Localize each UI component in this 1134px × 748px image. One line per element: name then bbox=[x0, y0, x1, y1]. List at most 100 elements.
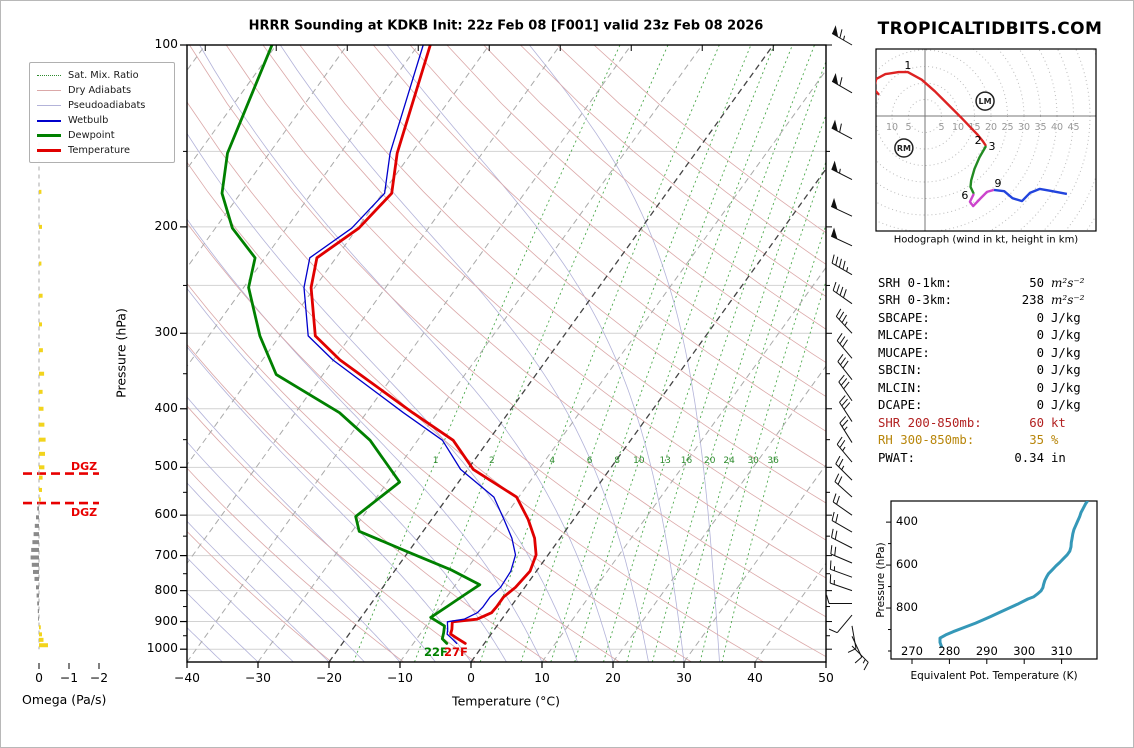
page-title: HRRR Sounding at KDKB Init: 22z Feb 08 [… bbox=[248, 18, 764, 34]
stat-value: 238 bbox=[1021, 293, 1044, 308]
theta-e-pressure-label: Pressure (hPa) bbox=[875, 542, 887, 618]
legend-item-pseudoadiabats: Pseudoadiabats bbox=[37, 98, 167, 113]
stat-label: SRH 0-1km: bbox=[878, 275, 953, 290]
svg-text:5: 5 bbox=[905, 122, 911, 133]
stat-value: 50 bbox=[1029, 275, 1044, 290]
omega-profile bbox=[30, 142, 48, 650]
stat-row-mucape-: MUCAPE: 0 J/kg bbox=[878, 344, 1108, 362]
stat-label: DCAPE: bbox=[878, 398, 923, 413]
stat-label: MLCAPE: bbox=[878, 328, 930, 343]
temp-tick-30: 30 bbox=[676, 671, 692, 685]
theta-e-xtick-270: 270 bbox=[901, 644, 923, 658]
svg-text:6: 6 bbox=[961, 189, 968, 202]
mixing-ratio-label-24: 24 bbox=[723, 456, 735, 466]
theta-e-curve bbox=[938, 501, 1090, 649]
stat-value: 0 bbox=[1036, 345, 1044, 360]
legend-item-dewpoint: Dewpoint bbox=[37, 128, 167, 143]
theta-e-ytick-600: 600 bbox=[896, 557, 918, 572]
legend-item-label: Dewpoint bbox=[68, 130, 115, 141]
stat-row-mlcin-: MLCIN: 0 J/kg bbox=[878, 379, 1108, 397]
pressure-tick-500: 500 bbox=[154, 459, 178, 474]
temp-tick--30: −30 bbox=[245, 671, 271, 685]
stat-label: RH 300-850mb: bbox=[878, 433, 975, 448]
pressure-tick-100: 100 bbox=[154, 37, 178, 51]
legend-line-sample bbox=[37, 149, 61, 152]
stat-row-srh-0-1km-: SRH 0-1km: 50 m²s⁻² bbox=[878, 274, 1108, 292]
svg-text:45: 45 bbox=[1067, 122, 1079, 133]
pressure-tick-700: 700 bbox=[154, 547, 178, 562]
svg-text:1: 1 bbox=[904, 59, 911, 72]
stat-value: 35 bbox=[1029, 433, 1044, 448]
legend-item-label: Temperature bbox=[68, 145, 131, 156]
surface-dewpoint-label: 22F bbox=[424, 645, 448, 659]
theta-e-xtick-300: 300 bbox=[1013, 644, 1036, 658]
stat-unit: J/kg bbox=[1051, 380, 1081, 395]
temp-tick-40: 40 bbox=[747, 671, 763, 685]
temp-tick-0: 0 bbox=[467, 671, 475, 685]
svg-text:5: 5 bbox=[938, 122, 944, 133]
stat-value: 0 bbox=[1036, 363, 1044, 378]
stat-label: SHR 200-850mb: bbox=[878, 415, 982, 430]
stat-unit: kt bbox=[1051, 415, 1066, 430]
legend-item-sat-mix-ratio: Sat. Mix. Ratio bbox=[37, 68, 167, 83]
pressure-tick-200: 200 bbox=[154, 218, 178, 233]
stat-unit: J/kg bbox=[1051, 328, 1081, 343]
svg-text:3: 3 bbox=[989, 140, 996, 153]
stat-unit: % bbox=[1051, 433, 1059, 448]
stat-unit: m²s⁻² bbox=[1051, 293, 1085, 308]
mixing-ratio-label-30: 30 bbox=[747, 456, 759, 466]
svg-text:15: 15 bbox=[968, 122, 980, 133]
stat-row-mlcape-: MLCAPE: 0 J/kg bbox=[878, 327, 1108, 345]
stat-row-pwat-: PWAT: 0.34 in bbox=[878, 449, 1108, 467]
profile-curves bbox=[220, 45, 538, 645]
legend-item-label: Pseudoadiabats bbox=[68, 100, 146, 111]
skewt-background bbox=[187, 45, 826, 662]
stat-value: 0 bbox=[1036, 328, 1044, 343]
surface-temp-label: 27F bbox=[444, 645, 468, 659]
svg-text:10: 10 bbox=[886, 122, 898, 133]
legend-item-label: Sat. Mix. Ratio bbox=[68, 70, 139, 81]
legend-item-label: Dry Adiabats bbox=[68, 85, 132, 96]
theta-e-ytick-400: 400 bbox=[896, 514, 918, 529]
skewt-frame bbox=[186, 44, 827, 663]
stat-label: MLCIN: bbox=[878, 380, 923, 395]
stat-unit: J/kg bbox=[1051, 363, 1081, 378]
hodograph-caption: Hodograph (wind in kt, height in km) bbox=[893, 234, 1079, 246]
hodograph-trace-9km+ bbox=[993, 187, 1068, 203]
mixing-ratio-label-1: 1 bbox=[432, 456, 439, 466]
svg-text:9: 9 bbox=[994, 177, 1001, 190]
temp-tick--10: −10 bbox=[387, 671, 413, 685]
hodograph-trace-3-6km bbox=[969, 145, 988, 195]
stat-row-dcape-: DCAPE: 0 J/kg bbox=[878, 397, 1108, 415]
pressure-tick-1000: 1000 bbox=[146, 641, 178, 656]
stat-unit: J/kg bbox=[1051, 345, 1081, 360]
stat-value: 0.34 bbox=[1014, 450, 1044, 465]
stat-unit: J/kg bbox=[1051, 310, 1081, 325]
svg-text:10: 10 bbox=[952, 122, 964, 133]
svg-text:25: 25 bbox=[1001, 122, 1013, 133]
stat-label: SRH 0-3km: bbox=[878, 293, 953, 308]
stat-unit: in bbox=[1051, 450, 1066, 465]
legend-item-dry-adiabats: Dry Adiabats bbox=[37, 83, 167, 98]
mixing-ratio-label-36: 36 bbox=[767, 456, 779, 466]
pressure-tick-800: 800 bbox=[154, 582, 178, 597]
theta-e-ytick-800: 800 bbox=[896, 600, 918, 615]
mixing-ratio-label-16: 16 bbox=[680, 456, 693, 466]
stat-label: SBCIN: bbox=[878, 363, 923, 378]
stats-panel: SRH 0-1km: 50 m²s⁻² SRH 0-3km: 238 m²s⁻² SBCAP… bbox=[878, 274, 1108, 467]
svg-text:LM: LM bbox=[979, 97, 992, 106]
legend-item-label: Wetbulb bbox=[68, 115, 109, 126]
temp-tick-10: 10 bbox=[534, 671, 550, 685]
legend-item-wetbulb: Wetbulb bbox=[37, 113, 167, 128]
stat-row-sbcape-: SBCAPE: 0 J/kg bbox=[878, 309, 1108, 327]
omega-tick-0: 0 bbox=[35, 671, 43, 685]
omega-tick--1: −1 bbox=[59, 671, 79, 685]
dgz-label-top: DGZ bbox=[71, 459, 98, 473]
mixing-ratio-label-8: 8 bbox=[614, 456, 620, 466]
mixing-ratio-label-2: 2 bbox=[489, 456, 495, 466]
mixing-ratio-label-13: 13 bbox=[659, 456, 671, 466]
pressure-axis-label: Pressure (hPa) bbox=[113, 308, 129, 398]
pressure-tick-400: 400 bbox=[154, 400, 178, 415]
